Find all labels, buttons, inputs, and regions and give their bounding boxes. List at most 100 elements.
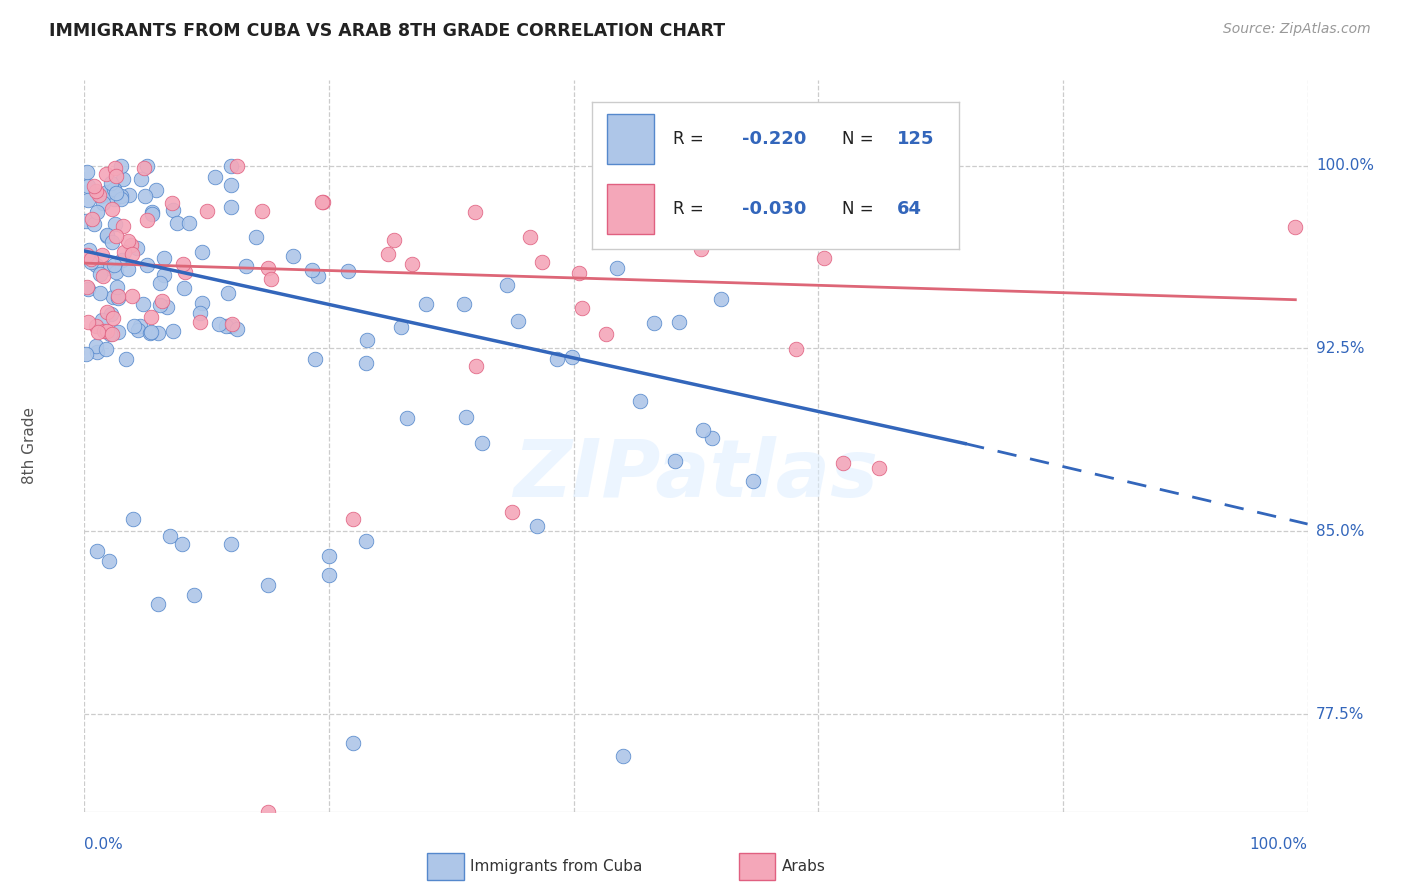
Point	[710, 292, 733, 306]
Point	[456, 410, 478, 425]
Point	[668, 315, 690, 329]
Point	[219, 159, 242, 173]
Point	[741, 474, 763, 488]
Point	[87, 325, 110, 339]
Point	[104, 217, 127, 231]
Point	[104, 229, 127, 244]
Point	[104, 186, 127, 201]
Point	[76, 248, 98, 262]
Point	[415, 297, 437, 311]
Point	[135, 159, 157, 173]
Point	[94, 342, 117, 356]
Point	[127, 323, 149, 337]
Point	[342, 512, 364, 526]
Point	[526, 519, 548, 533]
Point	[131, 297, 153, 311]
Point	[83, 217, 105, 231]
Point	[869, 461, 891, 475]
Point	[103, 193, 125, 207]
Point	[100, 176, 122, 190]
Point	[76, 280, 98, 294]
Point	[103, 182, 125, 196]
Point	[96, 185, 118, 199]
Point	[160, 196, 183, 211]
Point	[89, 286, 111, 301]
Point	[318, 549, 340, 563]
Point	[111, 252, 134, 267]
Point	[80, 252, 103, 266]
Point	[111, 219, 134, 233]
Point	[84, 258, 107, 272]
Point	[104, 161, 127, 175]
Point	[86, 204, 108, 219]
Point	[471, 435, 494, 450]
Point	[568, 267, 591, 281]
Point	[689, 242, 711, 256]
Point	[304, 351, 326, 366]
Point	[219, 318, 242, 333]
Point	[77, 244, 100, 258]
Point	[101, 311, 124, 326]
Point	[337, 264, 360, 278]
Point	[219, 536, 242, 550]
Point	[191, 245, 214, 260]
Point	[546, 352, 568, 367]
Point	[166, 216, 188, 230]
Point	[702, 432, 724, 446]
Point	[188, 306, 211, 320]
Point	[172, 256, 194, 270]
Point	[129, 319, 152, 334]
Point	[121, 246, 143, 260]
Point	[91, 248, 114, 262]
Point	[136, 258, 159, 272]
Point	[245, 230, 267, 244]
Point	[530, 254, 553, 268]
Point	[77, 283, 100, 297]
Text: 92.5%: 92.5%	[1316, 341, 1364, 356]
Point	[250, 204, 273, 219]
Point	[91, 268, 114, 283]
Text: Arabs: Arabs	[782, 859, 825, 874]
Point	[90, 188, 112, 202]
Point	[141, 207, 163, 221]
Point	[219, 178, 242, 193]
Point	[508, 313, 530, 327]
Point	[91, 312, 114, 326]
Point	[628, 394, 651, 409]
Point	[172, 536, 194, 550]
Point	[501, 505, 523, 519]
Point	[105, 279, 128, 293]
Point	[117, 234, 139, 248]
Point	[117, 262, 139, 277]
Point	[159, 529, 181, 543]
Point	[153, 268, 176, 282]
Point	[76, 315, 98, 329]
Point	[401, 257, 423, 271]
Point	[283, 249, 305, 263]
Point	[257, 261, 280, 276]
Point	[101, 327, 124, 342]
Point	[342, 736, 364, 750]
Point	[83, 178, 105, 193]
Text: Immigrants from Cuba: Immigrants from Cuba	[470, 859, 643, 874]
Point	[643, 316, 665, 330]
Point	[76, 193, 98, 207]
Point	[464, 359, 486, 373]
Point	[80, 255, 103, 269]
Point	[87, 188, 110, 202]
Point	[136, 213, 159, 227]
Point	[105, 169, 128, 183]
Point	[179, 216, 201, 230]
Point	[307, 268, 329, 283]
Text: 85.0%: 85.0%	[1316, 524, 1364, 539]
Point	[183, 588, 205, 602]
Point	[311, 195, 333, 210]
Point	[162, 202, 184, 217]
Point	[148, 326, 170, 341]
Point	[84, 339, 107, 353]
Point	[174, 265, 197, 279]
Point	[107, 289, 129, 303]
Text: 100.0%: 100.0%	[1316, 158, 1374, 173]
Point	[139, 325, 162, 339]
Point	[107, 326, 129, 340]
